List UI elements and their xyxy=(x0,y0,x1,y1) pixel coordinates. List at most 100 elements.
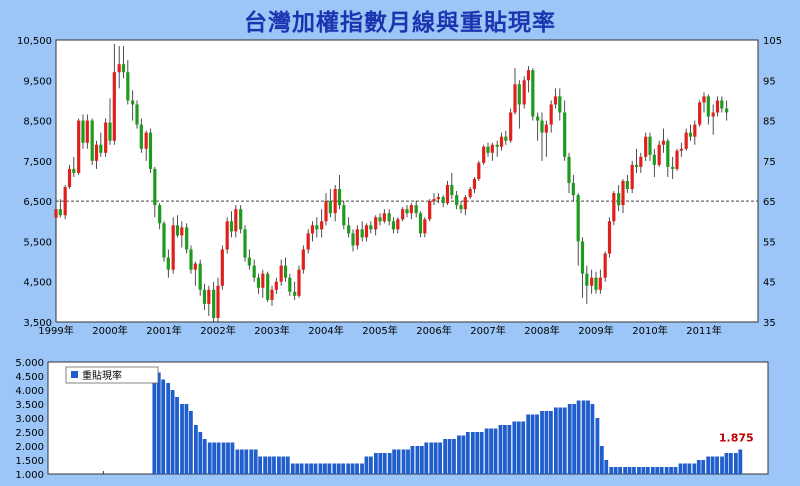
y-tick-label: 3.000 xyxy=(15,414,44,425)
candle-body xyxy=(216,285,220,318)
candle-body xyxy=(54,209,58,218)
candle-body xyxy=(513,84,517,113)
candle xyxy=(441,195,445,208)
rate-bar xyxy=(272,456,276,474)
rate-bar xyxy=(299,463,304,474)
candle-body xyxy=(229,221,234,232)
candle xyxy=(666,138,670,177)
candle xyxy=(679,142,683,157)
candle-body xyxy=(688,132,693,137)
rate-bar xyxy=(419,446,424,474)
legend: 重貼現率 xyxy=(65,366,159,384)
y-tick-label: 4.500 xyxy=(15,372,44,383)
rate-bar xyxy=(373,453,378,474)
candle-body xyxy=(63,187,67,216)
candle xyxy=(531,68,535,121)
rate-bar xyxy=(535,414,539,474)
rate-bar xyxy=(645,467,650,474)
candle xyxy=(382,209,386,224)
candle xyxy=(279,259,283,286)
candle-body xyxy=(337,189,342,206)
candle-body xyxy=(580,241,585,274)
candle xyxy=(131,90,135,121)
candle xyxy=(77,118,81,175)
rate-bar xyxy=(664,467,669,474)
candle-body xyxy=(355,229,359,246)
candle xyxy=(175,215,180,238)
candle xyxy=(193,261,197,286)
rate-bar xyxy=(401,449,406,474)
candle xyxy=(558,88,562,121)
candle xyxy=(625,174,629,194)
rate-bar xyxy=(323,463,327,474)
candle-body xyxy=(391,221,396,230)
candle xyxy=(364,223,369,242)
candle-body xyxy=(220,249,224,286)
candle-body xyxy=(428,201,432,220)
candle-body xyxy=(378,217,382,222)
candle xyxy=(499,132,504,151)
candle xyxy=(369,221,373,234)
candle xyxy=(405,205,409,218)
rate-bar xyxy=(332,463,337,474)
rate-bar xyxy=(503,425,507,474)
candle-body xyxy=(603,253,607,278)
candle xyxy=(342,201,346,230)
legend-swatch xyxy=(71,371,78,378)
candle xyxy=(720,96,724,113)
candle-body xyxy=(247,257,251,266)
candle xyxy=(617,185,621,212)
candle xyxy=(418,211,423,238)
candle-body xyxy=(563,112,567,157)
candle-body xyxy=(324,201,328,222)
rate-bar xyxy=(692,463,697,474)
candle-body xyxy=(293,291,297,296)
candle xyxy=(432,193,436,206)
candle-body xyxy=(585,273,589,286)
y-right-tick-label: 105 xyxy=(763,36,782,47)
rate-bar xyxy=(650,467,655,474)
y-right-tick-label: 45 xyxy=(763,278,776,289)
candle xyxy=(567,152,571,194)
candle xyxy=(477,160,481,181)
x-tick-label: 2005年 xyxy=(362,324,397,337)
rate-bar xyxy=(572,404,577,474)
y-tick-label: 1.000 xyxy=(15,470,44,481)
candle-body xyxy=(162,223,166,258)
candle-body xyxy=(180,227,184,236)
candle-body xyxy=(644,136,648,157)
rate-bar xyxy=(170,390,175,474)
candle xyxy=(189,245,193,274)
candle xyxy=(598,269,602,294)
candle xyxy=(504,130,508,145)
candle-body xyxy=(243,229,247,258)
rate-bar xyxy=(378,453,383,474)
candle xyxy=(126,60,130,105)
candle-body xyxy=(270,289,274,300)
y-right-tick-label: 95 xyxy=(763,76,776,87)
candle xyxy=(526,66,531,93)
candle xyxy=(158,203,162,230)
candle xyxy=(247,249,251,270)
rate-bar xyxy=(526,414,531,474)
candle xyxy=(495,140,499,157)
candle-body xyxy=(625,181,629,190)
top-plot-area xyxy=(55,39,759,323)
candle xyxy=(661,128,666,153)
candle xyxy=(315,217,319,238)
candle xyxy=(252,259,256,282)
rate-bar xyxy=(507,425,512,474)
candle-body xyxy=(104,122,108,153)
rate-bar xyxy=(221,442,226,474)
rate-bar xyxy=(267,456,272,474)
rate-bar xyxy=(207,442,212,474)
rate-bar xyxy=(641,467,646,474)
candle xyxy=(630,160,634,194)
candle-body xyxy=(684,132,688,149)
rate-bar xyxy=(669,467,673,474)
candle xyxy=(162,221,166,262)
candle xyxy=(166,249,170,278)
candle-body xyxy=(266,273,270,300)
y-left-tick-label: 4,500 xyxy=(23,278,52,289)
x-tick-label: 2007年 xyxy=(470,324,505,337)
